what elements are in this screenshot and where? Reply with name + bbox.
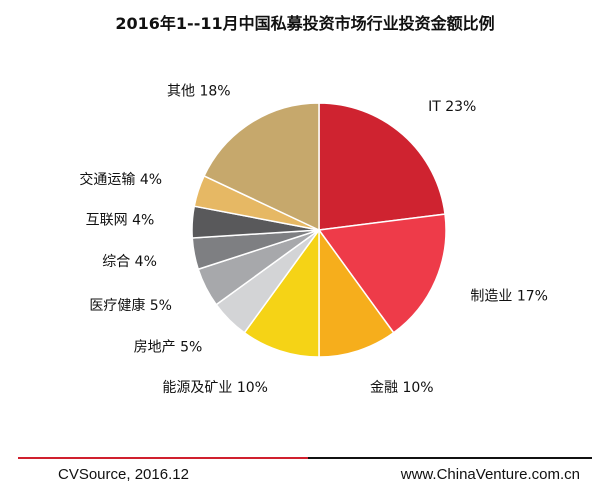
pie-slice	[203, 102, 320, 232]
slice-label: 制造业 17%	[470, 289, 548, 305]
slice-label: IT 23%	[428, 99, 476, 115]
footer-divider-red	[18, 457, 308, 459]
pie-slice	[243, 227, 320, 358]
slice-label: 其他 18%	[167, 84, 231, 100]
slice-label: 房地产 5%	[134, 340, 203, 356]
slice-label: 互联网 4%	[86, 213, 155, 229]
slice-label: 综合 4%	[102, 254, 157, 270]
footer-website: www.ChinaVenture.com.cn	[400, 466, 580, 483]
pie-slice	[317, 213, 447, 334]
pie-slice	[318, 102, 446, 231]
chart-title: 2016年1--11月中国私募投资市场行业投资金额比例	[115, 14, 495, 33]
footer-source: CVSource, 2016.12	[58, 466, 189, 483]
slice-label: 能源及矿业 10%	[162, 380, 268, 396]
slice-label: 医疗健康 5%	[89, 297, 172, 314]
footer-divider-black	[308, 457, 592, 459]
pie-slice	[318, 227, 395, 358]
slice-label: 交通运输 4%	[79, 171, 162, 188]
slice-label: 金融 10%	[370, 380, 434, 396]
